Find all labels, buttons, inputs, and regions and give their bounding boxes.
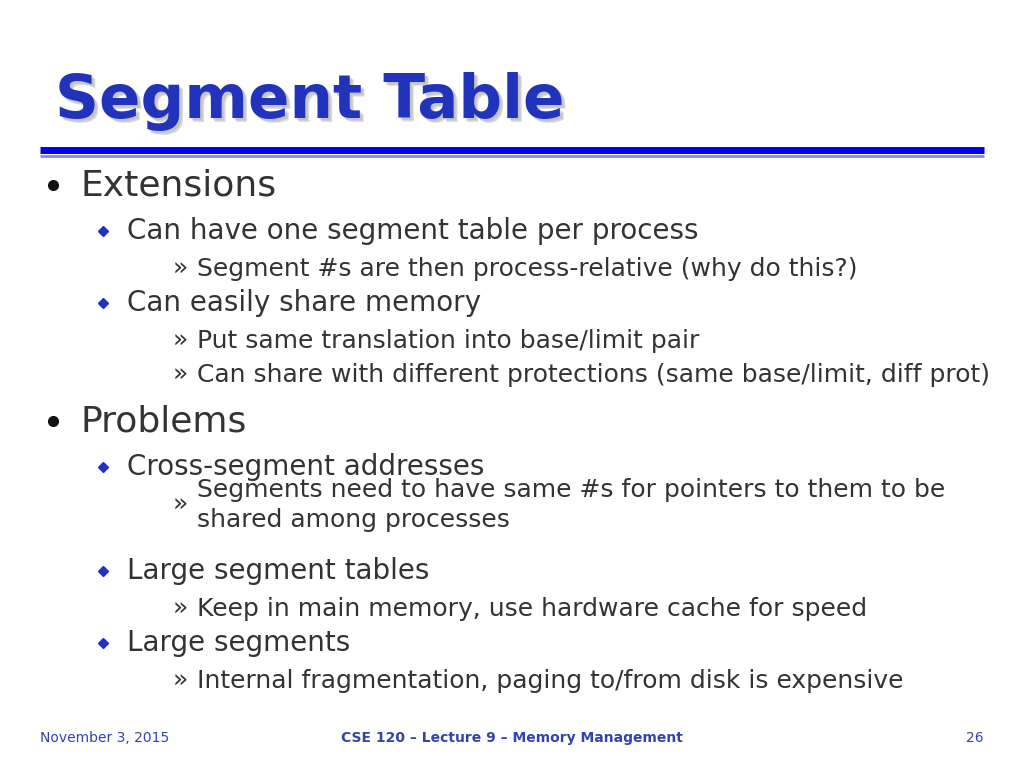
Text: Segment Table: Segment Table [59,76,568,135]
Text: Keep in main memory, use hardware cache for speed: Keep in main memory, use hardware cache … [197,597,867,621]
Text: Segment Table: Segment Table [58,75,567,134]
Text: Can easily share memory: Can easily share memory [127,289,481,317]
Text: Put same translation into base/limit pair: Put same translation into base/limit pai… [197,329,699,353]
Text: Segment Table: Segment Table [57,74,566,133]
Text: Problems: Problems [81,404,248,438]
Text: 26: 26 [967,731,984,745]
Text: »: » [173,257,188,281]
Text: Internal fragmentation, paging to/from disk is expensive: Internal fragmentation, paging to/from d… [197,669,903,693]
Text: »: » [173,363,188,387]
Text: »: » [173,493,188,517]
Text: Segment #s are then process-relative (why do this?): Segment #s are then process-relative (wh… [197,257,857,281]
Text: November 3, 2015: November 3, 2015 [40,731,169,745]
Text: Large segments: Large segments [127,629,350,657]
Text: Segments need to have same #s for pointers to them to be
shared among processes: Segments need to have same #s for pointe… [197,478,945,532]
Text: Can share with different protections (same base/limit, diff prot): Can share with different protections (sa… [197,363,990,387]
Text: »: » [173,597,188,621]
Text: Large segment tables: Large segment tables [127,557,429,585]
Text: Extensions: Extensions [81,168,278,202]
Text: Segment Table: Segment Table [55,72,564,131]
Text: Cross-segment addresses: Cross-segment addresses [127,453,484,481]
Text: CSE 120 – Lecture 9 – Memory Management: CSE 120 – Lecture 9 – Memory Management [341,731,683,745]
Text: Can have one segment table per process: Can have one segment table per process [127,217,698,245]
Text: »: » [173,329,188,353]
Text: »: » [173,669,188,693]
